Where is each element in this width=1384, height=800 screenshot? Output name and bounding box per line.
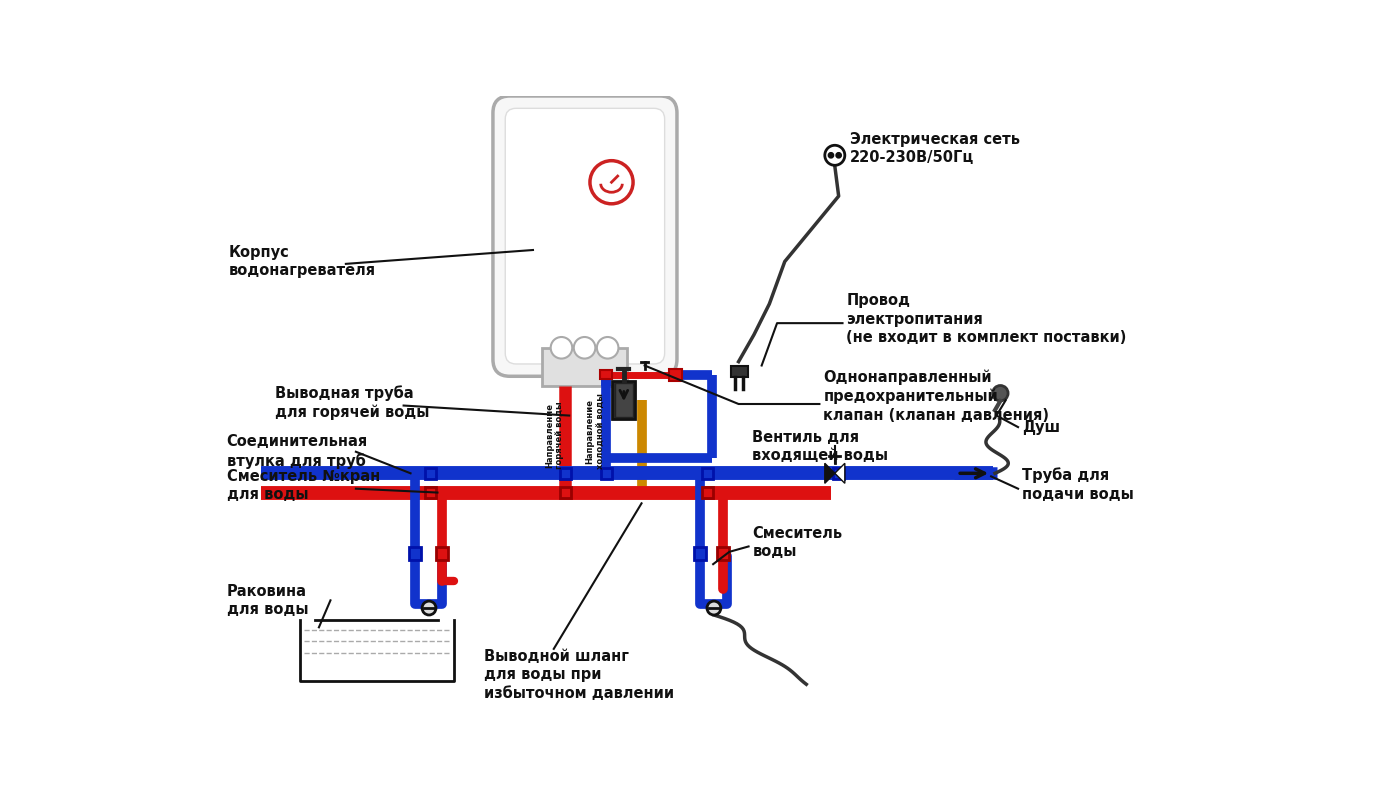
Text: Однонаправленный
предохранительный
клапан (клапан давления): Однонаправленный предохранительный клапа… [823,370,1049,423]
Polygon shape [825,463,835,483]
Text: Направление
холодной воды: Направление холодной воды [585,394,605,470]
Circle shape [829,153,833,158]
Bar [833,468,844,478]
FancyBboxPatch shape [505,108,664,364]
Bar [410,547,421,559]
Text: Корпус
водонагревателя: Корпус водонагревателя [228,245,376,278]
Bar [693,547,706,559]
Text: Выводной шланг
для воды при
избыточном давлении: Выводной шланг для воды при избыточном д… [484,649,674,701]
Circle shape [597,337,619,358]
Circle shape [825,146,844,166]
Text: Вентиль для
входящей воды: Вентиль для входящей воды [753,430,889,463]
Text: Смеситель
воды: Смеситель воды [753,526,843,559]
Text: Электрическая сеть
220-230В/50Гц: Электрическая сеть 220-230В/50Гц [850,131,1020,165]
Bar [561,468,570,478]
Circle shape [992,386,1008,401]
Text: Душ: Душ [1021,419,1060,434]
Text: Выводная труба
для горячей воды: Выводная труба для горячей воды [275,385,429,420]
Text: Соединительная
втулка для труб: Соединительная втулка для труб [227,434,368,469]
Bar [702,468,713,478]
Circle shape [707,601,721,615]
Bar [612,381,635,419]
Bar [614,383,632,417]
Bar [599,370,612,379]
Circle shape [422,601,436,615]
Text: Направление
горячей воды: Направление горячей воды [545,402,565,470]
Text: Труба для
подачи воды: Труба для подачи воды [1021,468,1133,502]
Circle shape [590,161,632,204]
Text: Раковина
для воды: Раковина для воды [227,583,309,617]
Polygon shape [835,463,844,483]
Bar [717,547,729,559]
Bar [731,366,747,377]
Text: Провод
электропитания
(не входит в комплект поставки): Провод электропитания (не входит в компл… [847,293,1127,346]
Bar [601,468,612,478]
Circle shape [574,337,595,358]
Text: Смеситель №кран
для воды: Смеситель №кран для воды [227,469,379,502]
Bar [436,547,448,559]
Bar [670,369,681,381]
FancyBboxPatch shape [493,96,677,376]
Bar [425,487,436,498]
Bar [543,348,627,386]
Circle shape [551,337,572,358]
Bar [702,487,713,498]
Bar [561,487,570,498]
Circle shape [836,153,841,158]
Bar [425,468,436,478]
